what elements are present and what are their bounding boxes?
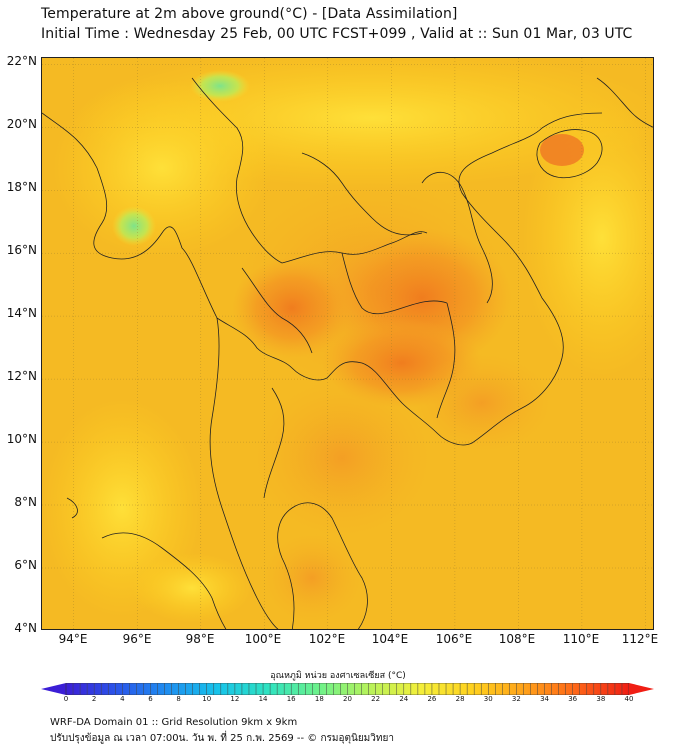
lat-label-18n: 18°N — [6, 180, 37, 194]
colorbar-tick-label: 14 — [258, 695, 268, 703]
coastlines-and-borders — [42, 77, 653, 629]
colorbar-tick-label: 22 — [371, 695, 381, 703]
lat-label-4n: 4°N — [14, 621, 37, 635]
map-canvas — [42, 58, 653, 629]
colorbar-tick-label: 2 — [91, 695, 97, 703]
lon-label-98e: 98°E — [185, 632, 215, 646]
graticule — [42, 58, 653, 629]
colorbar-tick-label: 30 — [483, 695, 493, 703]
colorbar-tick-label: 4 — [120, 695, 125, 703]
lon-label-96e: 96°E — [122, 632, 152, 646]
colorbar-tick-label: 16 — [286, 695, 296, 703]
colorbar-tick-label: 26 — [427, 695, 437, 703]
colorbar-tick-label: 6 — [148, 695, 153, 703]
lon-label-102e: 102°E — [308, 632, 346, 646]
footer-update-info: ปรับปรุงข้อมูล ณ เวลา 07:00น. วัน พ. ที่… — [50, 733, 394, 744]
colorbar-min-extend — [41, 683, 66, 695]
lat-label-10n: 10°N — [6, 432, 37, 446]
lon-label-106e: 106°E — [435, 632, 473, 646]
colorbar — [41, 680, 654, 696]
colorbar-tick-label: 40 — [624, 695, 634, 703]
map-title: Temperature at 2m above ground(°C) - [Da… — [41, 6, 458, 22]
lat-label-12n: 12°N — [6, 369, 37, 383]
colorbar-tick-label: 8 — [176, 695, 181, 703]
lat-label-20n: 20°N — [6, 117, 37, 131]
footer-domain-info: WRF-DA Domain 01 :: Grid Resolution 9km … — [50, 717, 298, 728]
colorbar-tick-label: 36 — [568, 695, 578, 703]
colorbar-tick-label: 10 — [202, 695, 212, 703]
colorbar-title: อุณหภูมิ หน่วย องศาเซลเซียส (°C) — [270, 671, 406, 681]
colorbar-tick-label: 0 — [63, 695, 69, 703]
colorbar-tick-label: 12 — [230, 695, 240, 703]
colorbar-tick-label: 28 — [455, 695, 465, 703]
lon-label-94e: 94°E — [58, 632, 88, 646]
lat-label-8n: 8°N — [14, 495, 37, 509]
colorbar-tick-label: 24 — [399, 695, 409, 703]
colorbar-tick-label: 20 — [343, 695, 352, 703]
colorbar-max-extend — [629, 683, 654, 695]
map-subtitle: Initial Time : Wednesday 25 Feb, 00 UTC … — [41, 26, 633, 42]
lon-label-112e: 112°E — [621, 632, 659, 646]
lat-label-14n: 14°N — [6, 306, 37, 320]
colorbar-tick-label: 34 — [540, 695, 550, 703]
lon-label-108e: 108°E — [498, 632, 536, 646]
lon-label-100e: 100°E — [244, 632, 282, 646]
lat-label-22n: 22°N — [6, 54, 37, 68]
temperature-field — [42, 58, 653, 623]
colorbar-tick-label: 18 — [314, 695, 324, 703]
temperature-map[interactable] — [41, 57, 654, 630]
lon-label-104e: 104°E — [371, 632, 409, 646]
colorbar-tick-label: 38 — [596, 695, 606, 703]
colorbar-graphic — [41, 682, 654, 696]
lat-label-16n: 16°N — [6, 243, 37, 257]
lat-label-6n: 6°N — [14, 558, 37, 572]
colorbar-tick-label: 32 — [511, 695, 521, 703]
lon-label-110e: 110°E — [562, 632, 600, 646]
